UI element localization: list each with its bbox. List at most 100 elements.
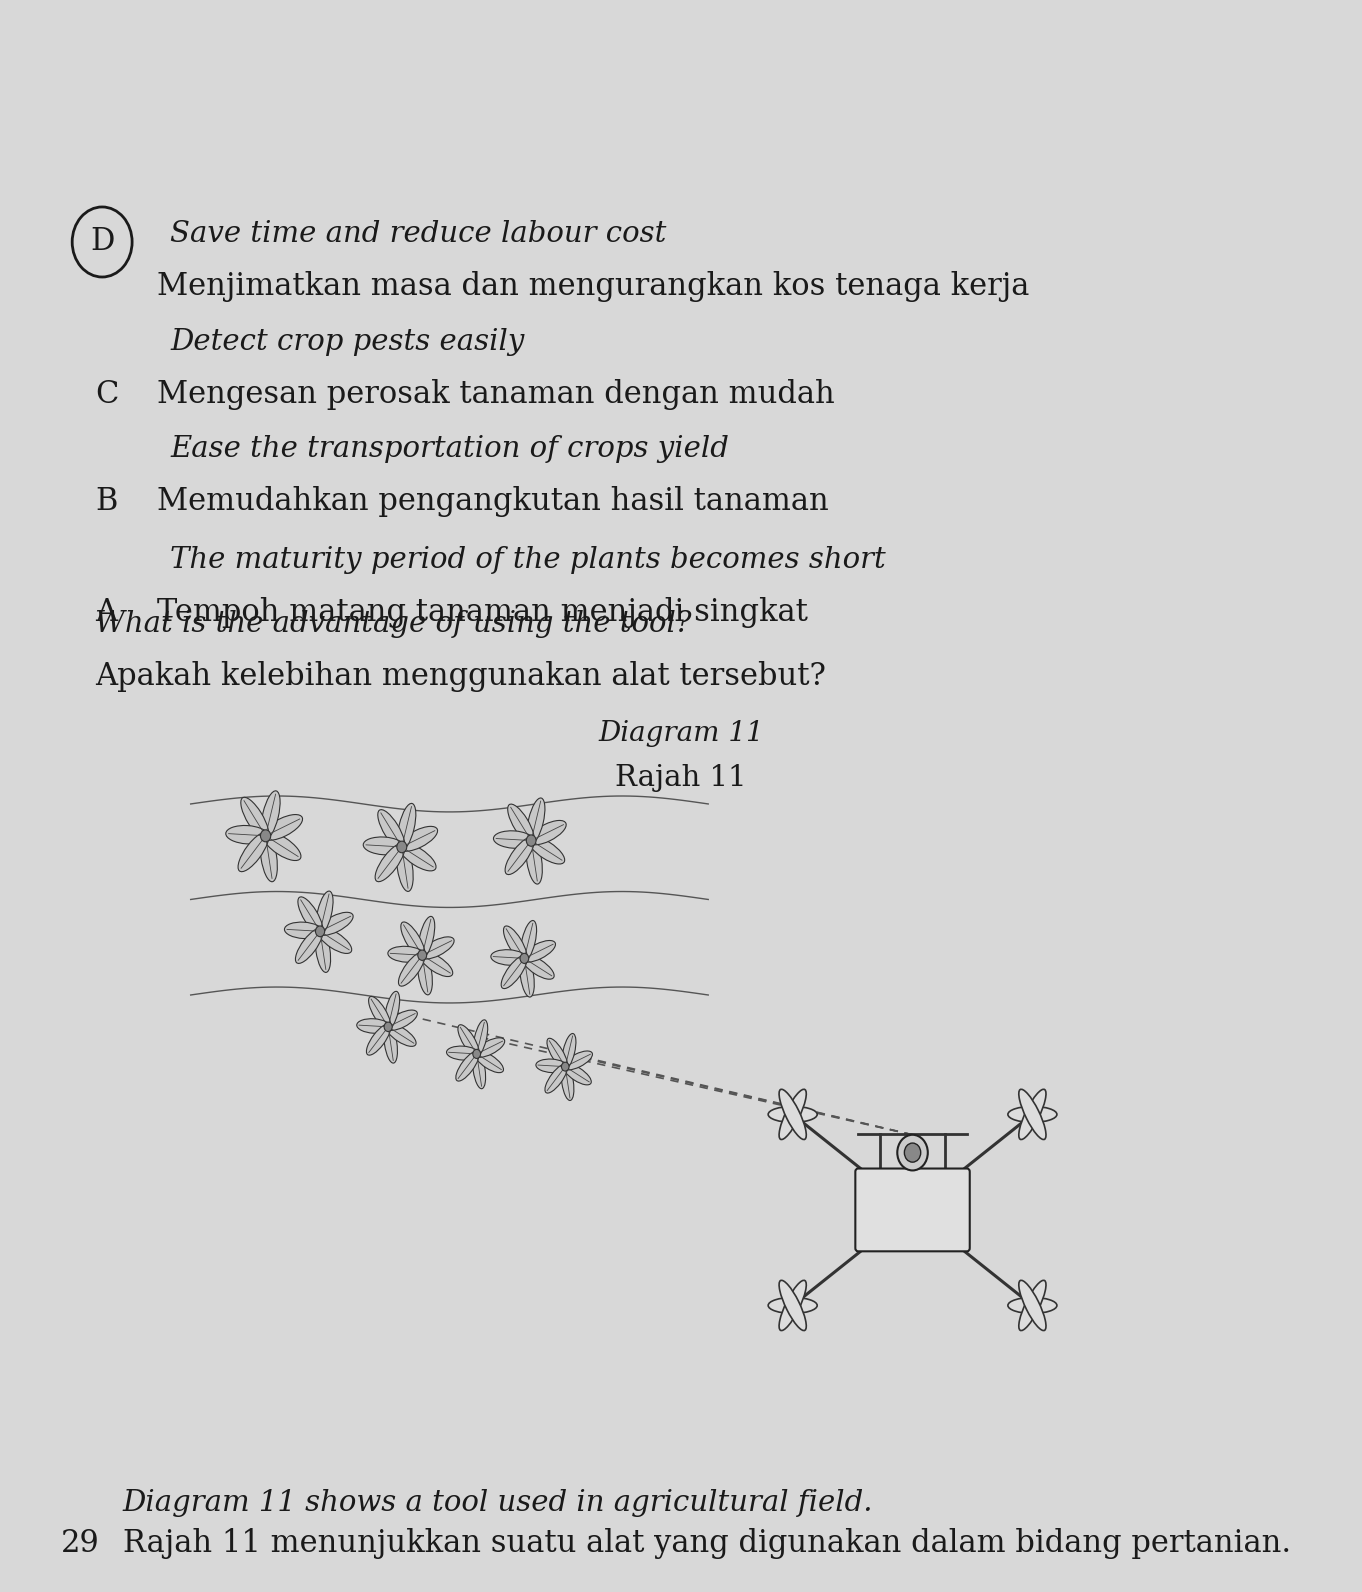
Circle shape bbox=[783, 1294, 802, 1317]
Ellipse shape bbox=[263, 815, 302, 841]
Ellipse shape bbox=[419, 952, 452, 976]
Ellipse shape bbox=[366, 1024, 391, 1055]
Ellipse shape bbox=[369, 997, 391, 1030]
Ellipse shape bbox=[1008, 1106, 1057, 1122]
Circle shape bbox=[526, 834, 537, 847]
Text: Diagram 11: Diagram 11 bbox=[598, 720, 764, 747]
Ellipse shape bbox=[548, 1038, 568, 1070]
Ellipse shape bbox=[447, 1046, 479, 1060]
Ellipse shape bbox=[563, 1051, 592, 1070]
Ellipse shape bbox=[545, 1063, 568, 1094]
Ellipse shape bbox=[779, 1089, 806, 1140]
Ellipse shape bbox=[520, 920, 537, 962]
Ellipse shape bbox=[226, 826, 268, 844]
Ellipse shape bbox=[385, 1024, 417, 1046]
Ellipse shape bbox=[418, 952, 432, 995]
Ellipse shape bbox=[474, 1020, 488, 1057]
Circle shape bbox=[473, 1049, 481, 1059]
Ellipse shape bbox=[375, 844, 405, 882]
Text: Mengesan perosak tanaman dengan mudah: Mengesan perosak tanaman dengan mudah bbox=[157, 379, 835, 409]
Ellipse shape bbox=[490, 950, 527, 965]
Ellipse shape bbox=[768, 1106, 817, 1122]
Text: What is the advantage of using the tool?: What is the advantage of using the tool? bbox=[95, 610, 692, 638]
Text: Apakah kelebihan menggunakan alat tersebut?: Apakah kelebihan menggunakan alat terseb… bbox=[95, 661, 827, 691]
Circle shape bbox=[898, 1135, 928, 1170]
Text: D: D bbox=[90, 226, 114, 258]
Ellipse shape bbox=[563, 1063, 591, 1084]
Ellipse shape bbox=[561, 1063, 573, 1100]
Ellipse shape bbox=[388, 946, 425, 962]
Ellipse shape bbox=[527, 798, 545, 844]
Ellipse shape bbox=[317, 912, 353, 935]
Ellipse shape bbox=[535, 1059, 568, 1073]
Ellipse shape bbox=[296, 928, 323, 963]
Text: Tempoh matang tanaman menjadi singkat: Tempoh matang tanaman menjadi singkat bbox=[157, 597, 808, 627]
Ellipse shape bbox=[504, 927, 527, 962]
Ellipse shape bbox=[263, 831, 301, 861]
Text: C: C bbox=[95, 379, 118, 409]
Ellipse shape bbox=[1019, 1089, 1046, 1140]
Text: Memudahkan pengangkutan hasil tanaman: Memudahkan pengangkutan hasil tanaman bbox=[157, 486, 828, 516]
Ellipse shape bbox=[779, 1089, 806, 1140]
Ellipse shape bbox=[316, 892, 334, 935]
Ellipse shape bbox=[262, 791, 281, 839]
Ellipse shape bbox=[768, 1297, 817, 1313]
Ellipse shape bbox=[357, 1019, 391, 1033]
Ellipse shape bbox=[526, 837, 542, 884]
Ellipse shape bbox=[384, 1024, 398, 1063]
Ellipse shape bbox=[317, 928, 351, 954]
Text: A: A bbox=[95, 597, 117, 627]
Ellipse shape bbox=[522, 941, 556, 962]
Ellipse shape bbox=[400, 922, 425, 958]
Text: Menjimatkan masa dan mengurangkan kos tenaga kerja: Menjimatkan masa dan mengurangkan kos te… bbox=[157, 271, 1030, 301]
Text: 29: 29 bbox=[61, 1528, 99, 1559]
Text: B: B bbox=[95, 486, 117, 516]
Ellipse shape bbox=[418, 917, 434, 958]
Circle shape bbox=[904, 1143, 921, 1162]
Ellipse shape bbox=[1019, 1280, 1046, 1331]
Circle shape bbox=[1023, 1103, 1042, 1126]
Ellipse shape bbox=[396, 844, 413, 892]
Text: Save time and reduce labour cost: Save time and reduce labour cost bbox=[170, 220, 666, 248]
Circle shape bbox=[384, 1022, 392, 1032]
Text: Ease the transportation of crops yield: Ease the transportation of crops yield bbox=[170, 435, 729, 463]
Text: Rajah 11 menunjukkan suatu alat yang digunakan dalam bidang pertanian.: Rajah 11 menunjukkan suatu alat yang dig… bbox=[123, 1528, 1291, 1559]
Ellipse shape bbox=[364, 837, 405, 855]
Circle shape bbox=[396, 841, 407, 853]
Ellipse shape bbox=[522, 955, 554, 979]
Ellipse shape bbox=[474, 1051, 504, 1073]
Ellipse shape bbox=[520, 955, 534, 997]
Circle shape bbox=[783, 1103, 802, 1126]
Circle shape bbox=[316, 927, 324, 936]
Ellipse shape bbox=[501, 955, 527, 989]
Ellipse shape bbox=[398, 804, 415, 850]
Circle shape bbox=[561, 1062, 569, 1071]
Ellipse shape bbox=[456, 1051, 479, 1081]
Ellipse shape bbox=[528, 820, 567, 845]
Ellipse shape bbox=[528, 837, 565, 864]
Circle shape bbox=[418, 950, 426, 960]
Ellipse shape bbox=[474, 1038, 505, 1057]
Text: Rajah 11: Rajah 11 bbox=[616, 764, 746, 793]
Ellipse shape bbox=[241, 798, 268, 839]
Ellipse shape bbox=[260, 833, 278, 882]
Ellipse shape bbox=[377, 810, 405, 850]
Ellipse shape bbox=[1019, 1280, 1046, 1331]
Ellipse shape bbox=[315, 928, 331, 973]
Ellipse shape bbox=[238, 833, 268, 872]
Ellipse shape bbox=[508, 804, 534, 844]
Ellipse shape bbox=[285, 922, 323, 939]
Text: Diagram 11 shows a tool used in agricultural field.: Diagram 11 shows a tool used in agricult… bbox=[123, 1489, 873, 1517]
Ellipse shape bbox=[419, 936, 454, 958]
Ellipse shape bbox=[384, 992, 399, 1030]
Ellipse shape bbox=[385, 1009, 417, 1030]
FancyBboxPatch shape bbox=[855, 1169, 970, 1251]
Ellipse shape bbox=[298, 896, 323, 935]
Ellipse shape bbox=[493, 831, 534, 849]
Ellipse shape bbox=[505, 837, 534, 874]
Ellipse shape bbox=[473, 1051, 486, 1089]
Text: Detect crop pests easily: Detect crop pests easily bbox=[170, 328, 524, 357]
Ellipse shape bbox=[779, 1280, 806, 1331]
Ellipse shape bbox=[563, 1033, 576, 1070]
Ellipse shape bbox=[1008, 1297, 1057, 1313]
